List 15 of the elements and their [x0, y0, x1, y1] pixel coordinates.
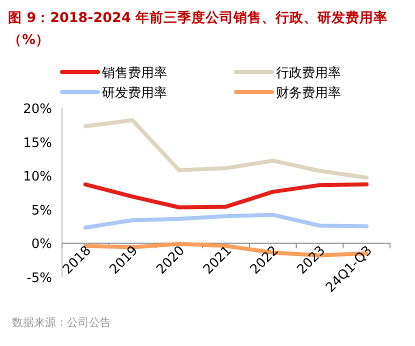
- y-tick-label: 15%: [23, 136, 52, 151]
- legend-label: 行政费用率: [276, 65, 341, 81]
- line-series: [83, 212, 369, 230]
- y-tick-label: -5%: [26, 271, 52, 286]
- legend-label: 财务费用率: [276, 85, 341, 101]
- legend-label: 销售费用率: [101, 65, 167, 81]
- y-tick-label: 10%: [23, 170, 52, 185]
- chart-title: 图 9：2018-2024 年前三季度公司销售、行政、研发费用率（%）: [8, 9, 388, 48]
- y-tick-label: 0%: [31, 237, 52, 252]
- line-series: [83, 118, 369, 180]
- y-tick-label: 20%: [23, 102, 52, 117]
- y-tick-label: 5%: [31, 203, 52, 218]
- line-series: [83, 182, 369, 210]
- legend-label: 研发费用率: [102, 85, 167, 101]
- source-note: 数据来源：公司公告: [12, 316, 111, 329]
